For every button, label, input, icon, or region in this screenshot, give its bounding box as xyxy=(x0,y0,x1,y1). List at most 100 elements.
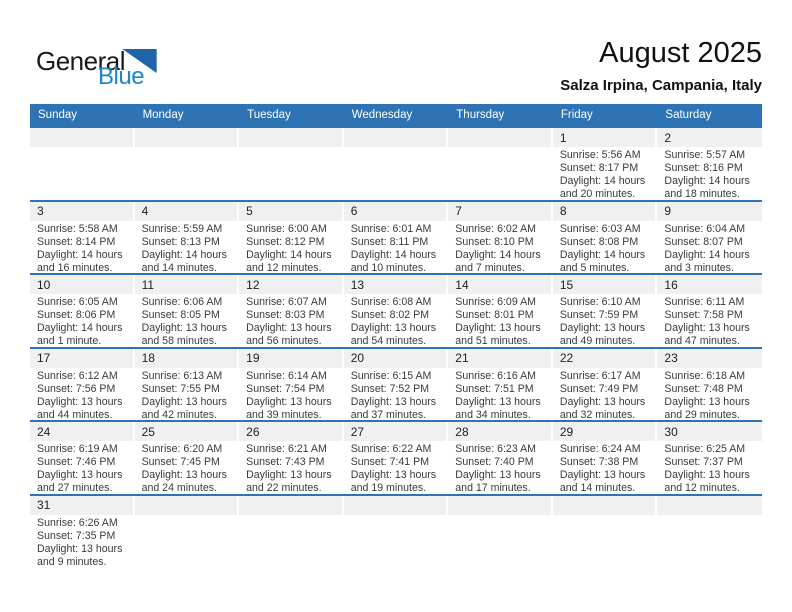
day-details: Sunrise: 6:13 AM Sunset: 7:55 PM Daylight:… xyxy=(135,368,240,421)
day-number-strip: 22 xyxy=(552,348,656,368)
day-cell-27: 27 Sunrise: 6:22 AM Sunset: 7:41 PM Dayligh… xyxy=(343,422,449,494)
day-number-strip: 4 xyxy=(134,201,238,221)
day-number: 16 xyxy=(664,277,678,292)
empty-day-cell xyxy=(552,495,658,568)
day-number-strip xyxy=(239,128,342,147)
daylight-line-2: and 14 minutes. xyxy=(141,261,217,274)
day-number: 21 xyxy=(455,351,469,365)
daylight-line-2: and 5 minutes. xyxy=(559,261,630,274)
sunset-line: Sunset: 7:58 PM xyxy=(664,309,743,321)
daylight-line-2: and 24 minutes. xyxy=(141,482,217,494)
day-number-strip: 10 xyxy=(30,275,133,294)
weekday-label-friday: Friday xyxy=(560,109,593,121)
week-row-6: 31 Sunrise: 6:26 AM Sunset: 7:35 PM Dayligh… xyxy=(30,493,762,568)
daylight-line-2: and 20 minutes. xyxy=(559,188,636,200)
calendar-grid: 1 Sunrise: 5:56 AM Sunset: 8:17 PM Daylight… xyxy=(30,126,762,567)
weekday-label-wednesday: Wednesday xyxy=(351,109,413,121)
triangle-shape xyxy=(122,49,157,73)
daylight-line-2: and 37 minutes. xyxy=(350,408,427,421)
daylight-line-2: and 51 minutes. xyxy=(455,335,531,347)
sunset-line: Sunset: 7:56 PM xyxy=(37,382,116,395)
sunset-line: Sunset: 7:48 PM xyxy=(664,382,743,395)
sunset-line: Sunset: 8:13 PM xyxy=(141,235,220,248)
logo-text-blue: Blue xyxy=(98,63,145,90)
sunset-line: Sunset: 8:11 PM xyxy=(350,235,429,248)
day-number: 13 xyxy=(350,277,365,292)
day-cell-8: 8 Sunrise: 6:03 AM Sunset: 8:08 PM Daylight… xyxy=(552,201,658,274)
day-cell-11: 11 Sunrise: 6:06 AM Sunset: 8:05 PM Dayligh… xyxy=(134,275,240,347)
day-cell-28: 28 Sunrise: 6:23 AM Sunset: 7:40 PM Dayligh… xyxy=(448,422,553,494)
day-details: Sunrise: 5:56 AM Sunset: 8:17 PM Daylight:… xyxy=(553,147,658,200)
day-cell-16: 16 Sunrise: 6:11 AM Sunset: 7:58 PM Dayligh… xyxy=(657,275,762,347)
sunset-line: Sunset: 8:12 PM xyxy=(246,235,325,248)
day-number-strip: 11 xyxy=(134,275,238,294)
daylight-line-1: Daylight: 13 hours xyxy=(246,469,332,481)
day-number: 23 xyxy=(664,351,678,365)
day-number-strip: 8 xyxy=(552,201,656,221)
sunrise-line: Sunrise: 6:26 AM xyxy=(37,516,118,529)
day-cell-7: 7 Sunrise: 6:02 AM Sunset: 8:10 PM Daylight… xyxy=(448,201,553,274)
day-details: Sunrise: 6:11 AM Sunset: 7:58 PM Daylight:… xyxy=(657,294,762,347)
sunrise-line: Sunrise: 6:17 AM xyxy=(559,369,641,382)
day-cell-15: 15 Sunrise: 6:10 AM Sunset: 7:59 PM Dayligh… xyxy=(552,275,658,347)
page-title: August 2025 xyxy=(599,37,762,69)
day-number: 27 xyxy=(350,424,365,439)
week-row-1: 1 Sunrise: 5:56 AM Sunset: 8:17 PM Daylight… xyxy=(30,126,762,200)
sunrise-line: Sunrise: 6:19 AM xyxy=(37,443,118,455)
location-subtitle: Salza Irpina, Campania, Italy xyxy=(560,77,762,94)
daylight-line-2: and 19 minutes. xyxy=(350,482,427,494)
day-details: Sunrise: 6:14 AM Sunset: 7:54 PM Daylight:… xyxy=(239,368,344,421)
empty-day-cell xyxy=(30,128,135,200)
daylight-line-1: Daylight: 14 hours xyxy=(37,322,123,334)
day-details: Sunrise: 6:15 AM Sunset: 7:52 PM Daylight:… xyxy=(344,368,449,421)
day-cell-20: 20 Sunrise: 6:15 AM Sunset: 7:52 PM Dayligh… xyxy=(343,348,449,421)
day-number-strip: 29 xyxy=(552,422,656,441)
sunset-line: Sunset: 8:03 PM xyxy=(246,309,325,321)
sunrise-line: Sunrise: 6:02 AM xyxy=(455,222,536,235)
daylight-line-2: and 49 minutes. xyxy=(559,335,636,347)
daylight-line-1: Daylight: 14 hours xyxy=(246,248,332,261)
sunset-line: Sunset: 7:55 PM xyxy=(141,382,220,395)
day-number: 29 xyxy=(559,424,574,439)
sunrise-line: Sunrise: 6:03 AM xyxy=(559,222,641,235)
day-details: Sunrise: 6:26 AM Sunset: 7:35 PM Daylight:… xyxy=(30,515,135,568)
day-number: 31 xyxy=(37,498,51,512)
daylight-line-1: Daylight: 13 hours xyxy=(141,469,227,481)
day-details: Sunrise: 6:09 AM Sunset: 8:01 PM Daylight:… xyxy=(448,294,553,347)
sunset-line: Sunset: 7:38 PM xyxy=(559,456,639,468)
sunset-line: Sunset: 8:05 PM xyxy=(141,309,220,321)
day-number: 11 xyxy=(141,277,155,292)
day-number-strip: 21 xyxy=(448,348,551,368)
daylight-line-2: and 3 minutes. xyxy=(664,261,734,274)
day-details: Sunrise: 6:25 AM Sunset: 7:37 PM Daylight:… xyxy=(657,441,762,494)
empty-day-cell xyxy=(448,495,553,568)
daylight-line-1: Daylight: 14 hours xyxy=(664,175,750,187)
day-details: Sunrise: 6:02 AM Sunset: 8:10 PM Daylight:… xyxy=(448,221,553,274)
daylight-line-1: Daylight: 14 hours xyxy=(559,248,646,261)
daylight-line-1: Daylight: 13 hours xyxy=(664,322,750,334)
day-number: 12 xyxy=(246,277,260,292)
day-cell-12: 12 Sunrise: 6:07 AM Sunset: 8:03 PM Dayligh… xyxy=(239,275,344,347)
sunset-line: Sunset: 7:46 PM xyxy=(37,456,116,468)
empty-day-cell xyxy=(448,128,553,200)
daylight-line-1: Daylight: 13 hours xyxy=(455,469,541,481)
day-cell-17: 17 Sunrise: 6:12 AM Sunset: 7:56 PM Dayligh… xyxy=(30,348,135,420)
week-row-2: 3 Sunrise: 5:58 AM Sunset: 8:14 PM Daylight… xyxy=(30,199,762,274)
sunrise-line: Sunrise: 6:04 AM xyxy=(664,222,746,235)
day-number-strip: 20 xyxy=(343,348,447,368)
sunset-line: Sunset: 7:43 PM xyxy=(246,456,325,468)
empty-day-cell xyxy=(343,495,449,568)
day-details: Sunrise: 6:20 AM Sunset: 7:45 PM Daylight:… xyxy=(135,441,240,494)
weekday-label-saturday: Saturday xyxy=(665,109,712,121)
sunset-line: Sunset: 8:01 PM xyxy=(455,309,534,321)
daylight-line-2: and 1 minute. xyxy=(37,335,102,347)
empty-day-cell xyxy=(239,495,344,568)
day-number-strip: 6 xyxy=(343,201,447,221)
day-number-strip: 30 xyxy=(657,422,762,441)
empty-day-cell xyxy=(657,495,762,568)
empty-day-cell xyxy=(134,128,240,200)
weekday-label-tuesday: Tuesday xyxy=(247,109,291,121)
daylight-line-2: and 29 minutes. xyxy=(664,408,740,421)
day-number: 20 xyxy=(350,351,365,365)
day-number-strip xyxy=(552,495,656,515)
